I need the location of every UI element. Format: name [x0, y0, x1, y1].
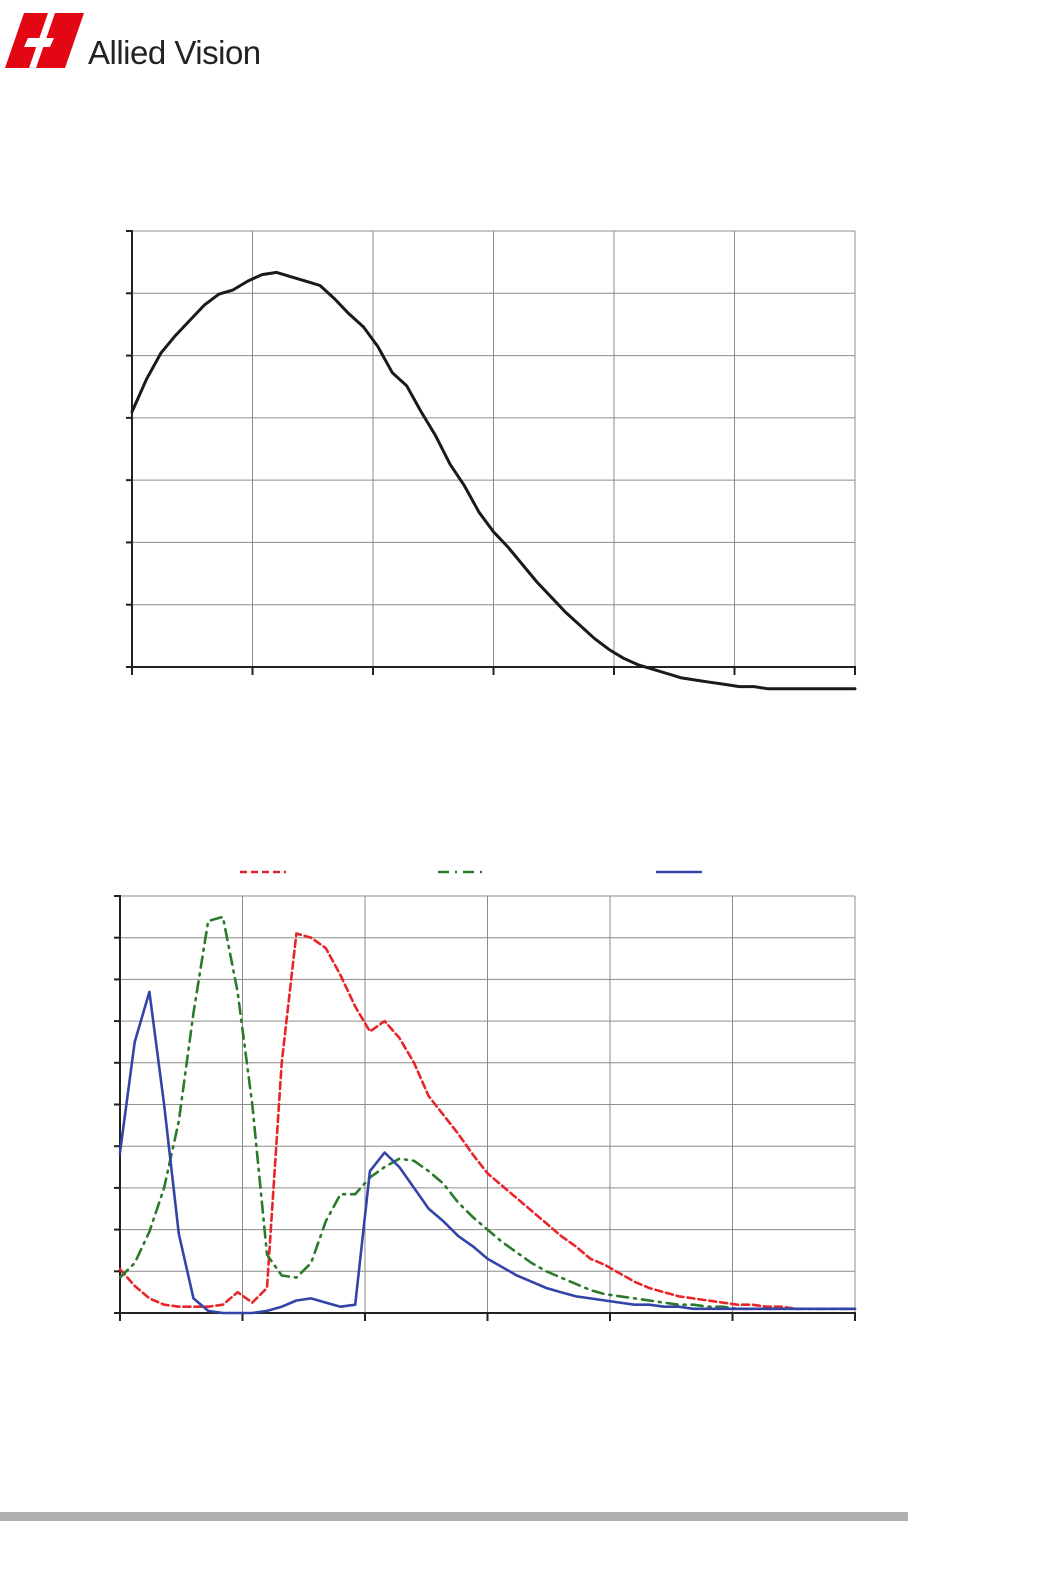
allied-vision-logo-icon	[5, 13, 84, 68]
series-line-solid	[130, 270, 857, 691]
brand-name: Allied Vision	[88, 34, 261, 71]
quantum-efficiency-chart	[126, 230, 857, 691]
spectral-sensitivity-chart	[114, 870, 857, 1321]
series-line-dashed	[118, 932, 857, 1311]
brand-logo: Allied Vision	[0, 12, 290, 74]
footer-divider	[0, 1512, 908, 1521]
series-line-solid	[118, 990, 857, 1315]
gridlines	[132, 230, 856, 667]
